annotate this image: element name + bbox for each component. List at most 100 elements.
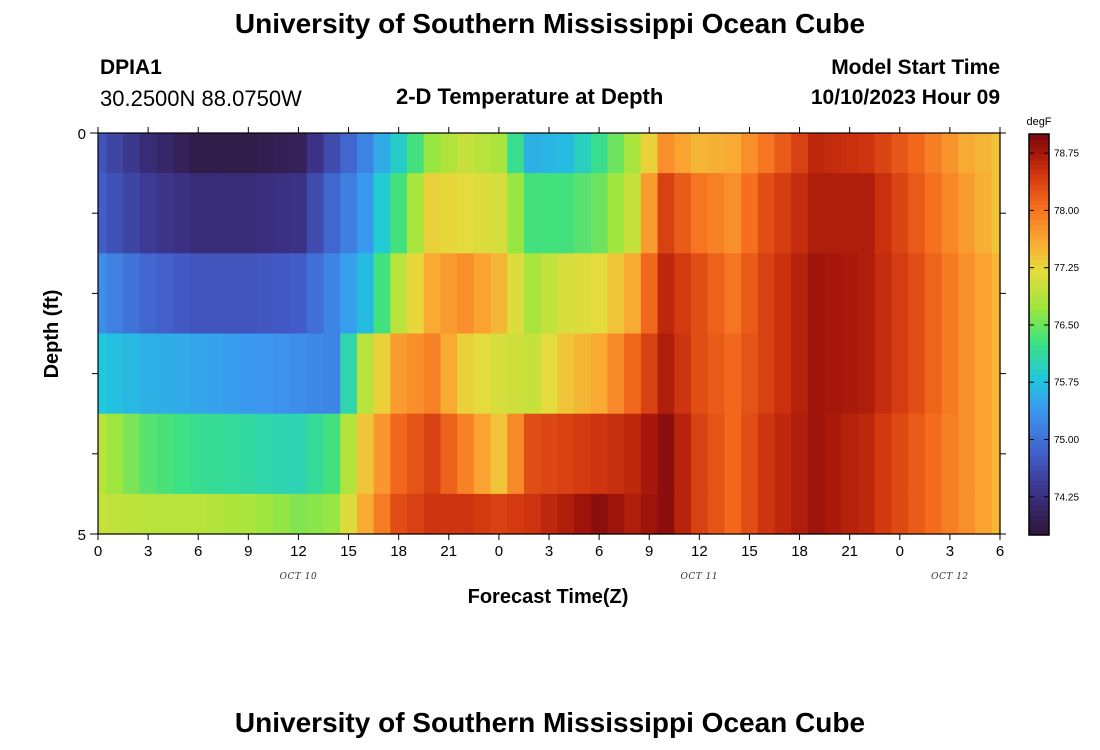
colorbar-segment — [1029, 459, 1049, 466]
heatmap-cell — [690, 173, 709, 254]
colorbar-segment — [1029, 334, 1049, 341]
x-tick-label: 3 — [946, 543, 954, 560]
heatmap-cell — [473, 413, 492, 495]
heatmap-cell — [106, 493, 124, 535]
colorbar-segment — [1029, 169, 1049, 175]
heatmap-cell — [841, 253, 859, 335]
heatmap-cell — [674, 253, 692, 335]
heatmap-cell — [440, 413, 458, 495]
colorbar-segment — [1029, 399, 1049, 406]
heatmap-cell — [340, 253, 358, 335]
heatmap-cell — [273, 173, 291, 254]
heatmap-cell — [340, 493, 358, 535]
heatmap-cell — [507, 333, 525, 415]
heatmap-cell — [440, 493, 458, 535]
colorbar-tick-label: 78.75 — [1054, 149, 1079, 160]
heatmap-cell — [874, 333, 893, 415]
heatmap-cell — [540, 333, 558, 415]
heatmap-cell — [173, 413, 191, 495]
heatmap-cell — [423, 413, 442, 495]
heatmap-cell — [373, 413, 391, 495]
heatmap-cell — [824, 253, 842, 335]
heatmap-cell — [841, 413, 859, 495]
colorbar-segment — [1029, 439, 1049, 446]
colorbar-segment — [1029, 244, 1049, 250]
colorbar-segment — [1029, 379, 1049, 386]
y-tick-label: 0 — [78, 126, 86, 143]
heatmap-cell — [206, 133, 224, 174]
heatmap-cell — [273, 493, 291, 535]
colorbar-segment — [1029, 404, 1049, 411]
colorbar-segment — [1029, 179, 1049, 185]
heatmap-cell — [189, 413, 208, 495]
heatmap-cell — [891, 333, 909, 415]
heatmap-cell — [106, 413, 124, 495]
heatmap-cell — [924, 413, 943, 495]
heatmap-cell — [239, 253, 258, 335]
heatmap-cell — [206, 333, 224, 415]
heatmap-cell — [356, 133, 375, 174]
heatmap-cell — [423, 493, 442, 535]
heatmap-cell — [173, 133, 191, 174]
heatmap-cell — [440, 133, 458, 174]
heatmap-cell — [457, 333, 475, 415]
colorbar-segment — [1029, 239, 1049, 245]
heatmap-cell — [674, 413, 692, 495]
heatmap-cell — [741, 173, 759, 254]
heatmap-cell — [373, 253, 391, 335]
axes: 0 3 6 9 12 15 18 21 0 3 6 9 12 15 18 21 0 3 6 OCT 10 OCT 11 O… — [78, 126, 1006, 582]
heatmap-cell — [540, 413, 558, 495]
heatmap-cell — [774, 253, 792, 335]
heatmap-cell — [724, 413, 742, 495]
heatmap-cell — [707, 253, 725, 335]
heatmap-cell — [523, 413, 542, 495]
heatmap-cell — [908, 133, 926, 174]
heatmap-cell — [824, 333, 842, 415]
heatmap-cell — [640, 253, 659, 335]
colorbar-segment — [1029, 174, 1049, 180]
page-title: University of Southern Mississippi Ocean… — [234, 8, 866, 39]
heatmap-cell — [757, 493, 776, 535]
heatmap-cell — [490, 413, 508, 495]
colorbar-segment — [1029, 364, 1049, 371]
colorbar-segment — [1029, 524, 1049, 531]
heatmap-cell — [724, 493, 742, 535]
colorbar-segment — [1029, 254, 1049, 260]
heatmap-cell — [423, 333, 442, 415]
heatmap-cell — [557, 253, 575, 335]
heatmap-cell — [590, 333, 609, 415]
heatmap-cell — [908, 413, 926, 495]
heatmap-cell — [574, 333, 592, 415]
heatmap-cell — [323, 493, 341, 535]
heatmap-cell — [741, 493, 759, 535]
heatmap-cell — [791, 413, 809, 495]
heatmap-cell — [707, 493, 725, 535]
heatmap-cell — [657, 413, 675, 495]
heatmap-cell — [273, 333, 291, 415]
heatmap-cell — [774, 413, 792, 495]
heatmap-cell — [991, 493, 1001, 535]
heatmap-cell — [457, 413, 475, 495]
colorbar-tick-label: 77.25 — [1054, 263, 1079, 274]
heatmap-cell — [941, 413, 959, 495]
heatmap-cell — [974, 413, 993, 495]
heatmap-cell — [674, 333, 692, 415]
colorbar-tick-label: 75.75 — [1054, 378, 1079, 389]
colorbar-segment — [1029, 324, 1049, 330]
heatmap-cell — [340, 133, 358, 174]
heatmap-cell — [874, 133, 893, 174]
colorbar-segment — [1029, 514, 1049, 521]
heatmap-cell — [356, 413, 375, 495]
heatmap-cell — [139, 253, 158, 335]
heatmap-cell — [991, 333, 1001, 415]
colorbar-segment — [1029, 394, 1049, 401]
heatmap-cell — [574, 493, 592, 535]
heatmap-cell — [574, 173, 592, 254]
heatmap-cell — [507, 493, 525, 535]
colorbar-segment — [1029, 274, 1049, 280]
heatmap-cell — [874, 413, 893, 495]
heatmap-cell — [974, 493, 993, 535]
heatmap-cell — [557, 493, 575, 535]
heatmap-cell — [423, 173, 442, 254]
heatmap-cell — [624, 173, 642, 254]
